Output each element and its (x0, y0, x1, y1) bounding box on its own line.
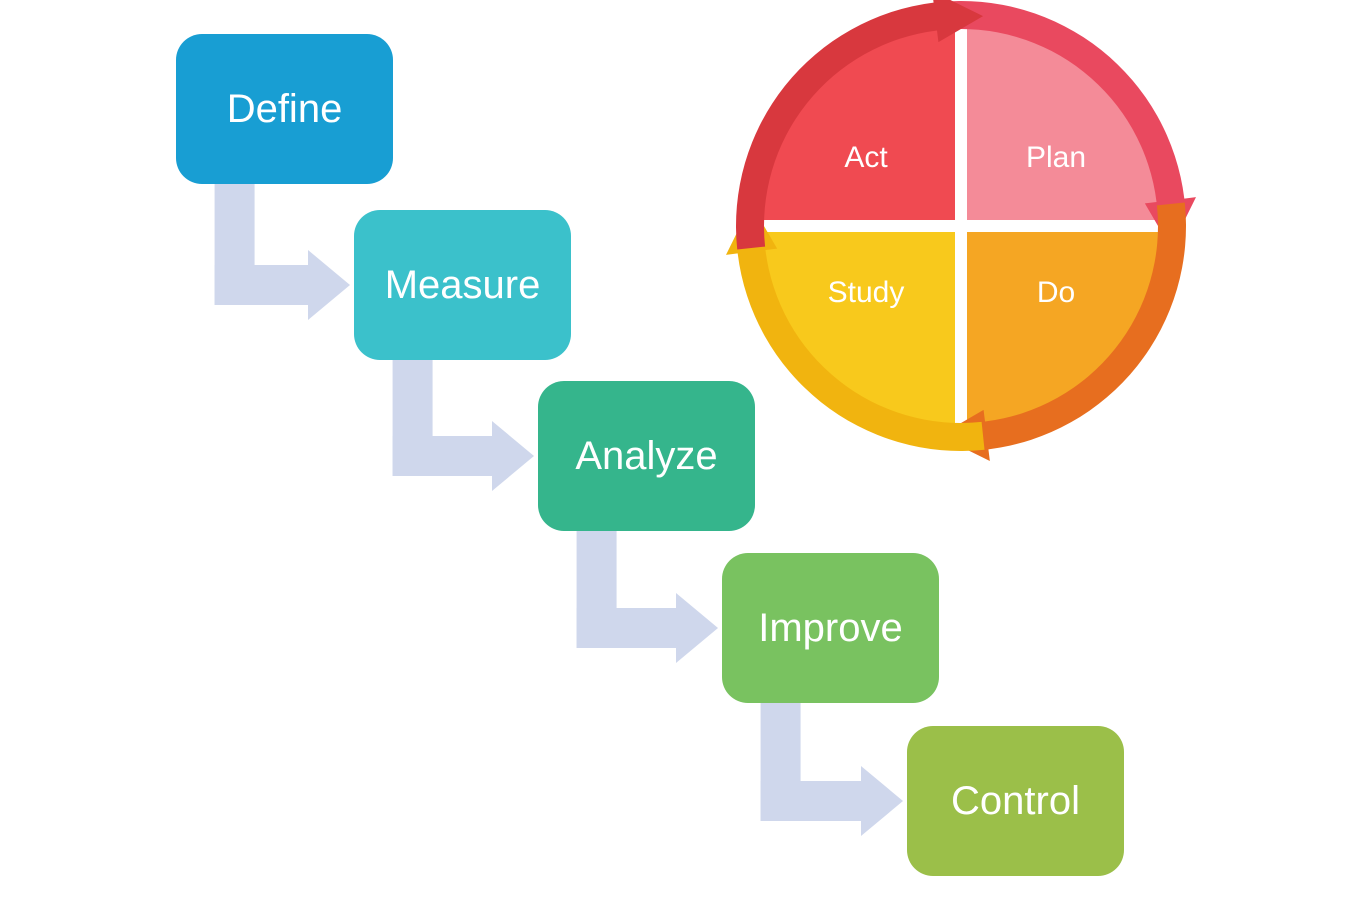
pdsa-label-act: Act (806, 141, 926, 175)
pdsa-label-do: Do (996, 276, 1116, 310)
pdsa-label-study-text: Study (828, 276, 905, 309)
pdsa-label-act-text: Act (844, 141, 887, 174)
pdsa-label-plan-text: Plan (1026, 141, 1086, 174)
pdsa-label-do-text: Do (1037, 276, 1075, 309)
pdsa-cycle (0, 0, 1353, 918)
pdsa-label-study: Study (806, 276, 926, 310)
pdsa-label-plan: Plan (996, 141, 1116, 175)
